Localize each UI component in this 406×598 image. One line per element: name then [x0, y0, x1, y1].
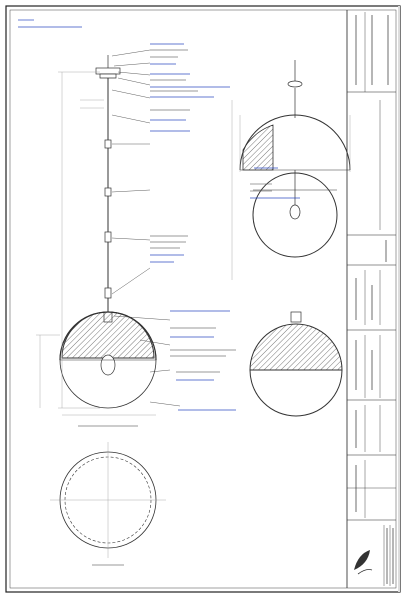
- middle-hatched-shade: [249, 323, 343, 371]
- side-elevation-view: [59, 55, 157, 409]
- lower-right-text-placeholders: [250, 167, 300, 199]
- upper-right-view: [239, 60, 351, 171]
- side-hatched-shade: [61, 311, 155, 359]
- middle-right-view: [249, 311, 343, 417]
- leaf-logo-icon: [354, 550, 373, 575]
- ceiling-canopy: [95, 67, 121, 75]
- bottom-view: [50, 442, 166, 558]
- right-margin-strip: [398, 6, 400, 592]
- upper-hatched-segment: [242, 124, 274, 171]
- side-leader-lines: [111, 49, 181, 407]
- title-block-text-placeholders: [355, 15, 394, 584]
- upper-right-dimensions: [231, 100, 351, 280]
- title-block: [346, 10, 396, 588]
- lower-right-view: [252, 170, 338, 258]
- inner-frame: [9, 9, 397, 589]
- upper-canopy: [287, 80, 303, 88]
- bulb: [289, 204, 301, 220]
- middle-lower-globe: [249, 369, 343, 417]
- middle-socket-cap: [290, 311, 302, 323]
- side-dimensions: [36, 71, 156, 416]
- side-spec-text-placeholders: [150, 49, 236, 373]
- side-callout-text-placeholders: [18, 19, 236, 411]
